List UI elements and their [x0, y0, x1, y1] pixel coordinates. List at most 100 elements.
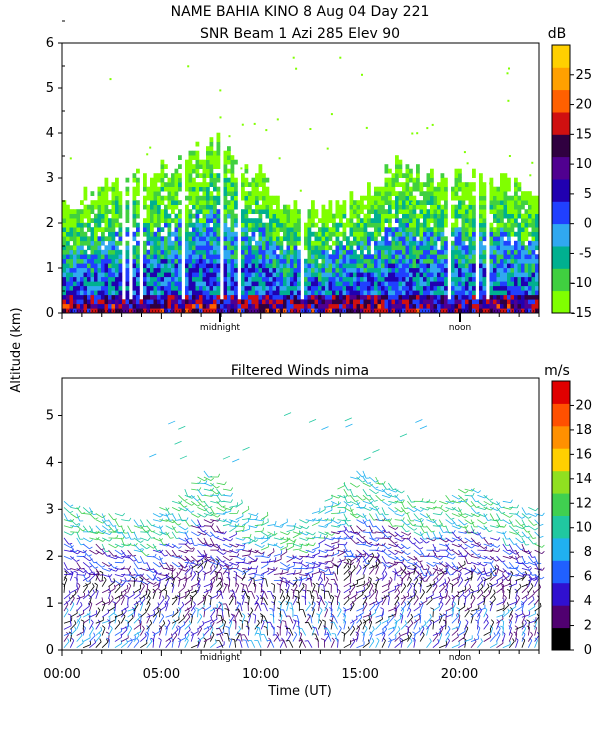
- snr-cell: [381, 258, 385, 264]
- snr-cell: [437, 254, 441, 260]
- snr-cell: [62, 276, 67, 282]
- snr-cell: [132, 245, 137, 251]
- snr-cell: [521, 236, 525, 242]
- snr-cell: [402, 213, 406, 219]
- snr-cell: [192, 195, 196, 201]
- snr-cell: [339, 276, 343, 282]
- wind-barb: [133, 596, 141, 606]
- wind-barb-staff: [108, 611, 116, 618]
- snr-cell: [188, 285, 193, 291]
- snr-cell: [493, 227, 497, 232]
- snr-cell: [311, 290, 315, 296]
- snr-cell: [395, 281, 399, 287]
- snr-cell: [426, 218, 431, 223]
- snr-cell: [206, 182, 210, 187]
- snr-cell: [391, 285, 396, 291]
- snr-cell: [108, 258, 112, 264]
- snr-cell: [496, 204, 501, 210]
- snr-cell: [213, 290, 217, 296]
- snr-cell: [286, 213, 291, 219]
- snr-cell: [321, 231, 326, 237]
- snr-cell: [426, 267, 431, 273]
- snr-speck: [431, 123, 434, 126]
- wind-barb-flag: [109, 538, 113, 542]
- snr-cell: [108, 254, 112, 260]
- snr-cell: [230, 182, 235, 187]
- snr-cell: [433, 191, 438, 196]
- snr-cell: [94, 218, 98, 223]
- wind-barb-staff: [82, 555, 90, 562]
- snr-cell: [167, 308, 172, 314]
- wind-barb-flag: [94, 517, 99, 520]
- snr-cell: [272, 258, 277, 264]
- snr-cell: [482, 209, 487, 214]
- snr-cell: [69, 231, 74, 237]
- wind-barb-staff: [152, 561, 160, 568]
- snr-cell: [104, 267, 109, 273]
- snr-cell: [496, 267, 501, 273]
- snr-cell: [244, 200, 249, 205]
- snr-cell: [258, 218, 263, 223]
- wind-barb-staff: [152, 605, 160, 612]
- snr-cell: [479, 276, 483, 282]
- snr-cell: [430, 290, 434, 296]
- wind-barb-flag: [91, 625, 94, 629]
- wind-barb-staff: [133, 543, 140, 551]
- snr-cell: [419, 276, 424, 282]
- snr-cell: [206, 231, 210, 237]
- snr-cell: [524, 254, 529, 260]
- snr-cell: [76, 285, 81, 291]
- wind-barb: [190, 601, 196, 612]
- snr-cell: [388, 281, 392, 287]
- snr-cell: [482, 227, 487, 232]
- snr-cell: [426, 281, 431, 287]
- snr-cell: [230, 249, 235, 255]
- snr-cell: [377, 191, 382, 196]
- snr-cell: [234, 159, 238, 165]
- snr-cell: [409, 204, 413, 210]
- wind-barb-flag: [83, 550, 87, 554]
- snr-cell: [500, 285, 504, 291]
- snr-cell: [416, 186, 420, 192]
- snr-cell: [416, 200, 420, 205]
- snr-cell: [167, 249, 172, 255]
- snr-cell: [363, 218, 368, 223]
- snr-cell: [339, 245, 343, 251]
- snr-cell: [304, 258, 308, 264]
- wind-barb-flag: [138, 574, 142, 576]
- snr-cell: [104, 299, 109, 305]
- snr-cell: [507, 204, 511, 210]
- wind-barb-staff: [76, 562, 82, 570]
- snr-cell: [475, 303, 480, 309]
- wind-barb-staff: [139, 519, 145, 527]
- snr-cell: [349, 222, 354, 228]
- snr-cell: [185, 249, 189, 255]
- snr-colorbar-swatch: [552, 268, 570, 292]
- wind-barb: [63, 631, 69, 642]
- snr-cell: [104, 245, 109, 251]
- snr-cell: [367, 263, 371, 269]
- snr-cell: [507, 177, 511, 183]
- snr-cell: [216, 191, 221, 196]
- snr-cell: [514, 281, 518, 287]
- snr-cell: [311, 254, 315, 260]
- snr-cell: [213, 213, 217, 219]
- snr-cell: [174, 249, 179, 255]
- snr-cell: [440, 227, 445, 232]
- snr-cell: [227, 276, 231, 282]
- snr-cell: [405, 195, 410, 201]
- snr-cell: [230, 254, 235, 260]
- snr-cell: [384, 213, 389, 219]
- snr-cell: [101, 227, 105, 232]
- snr-cell: [318, 290, 322, 296]
- snr-cell: [423, 200, 427, 205]
- snr-cell: [535, 236, 539, 242]
- snr-cell: [468, 249, 473, 255]
- snr-cell: [507, 249, 511, 255]
- snr-cell: [241, 249, 245, 255]
- snr-cell: [230, 303, 235, 309]
- snr-cell: [255, 245, 259, 251]
- wind-barb: [152, 568, 162, 575]
- snr-cell: [440, 258, 445, 264]
- wind-barb-flag: [147, 581, 151, 585]
